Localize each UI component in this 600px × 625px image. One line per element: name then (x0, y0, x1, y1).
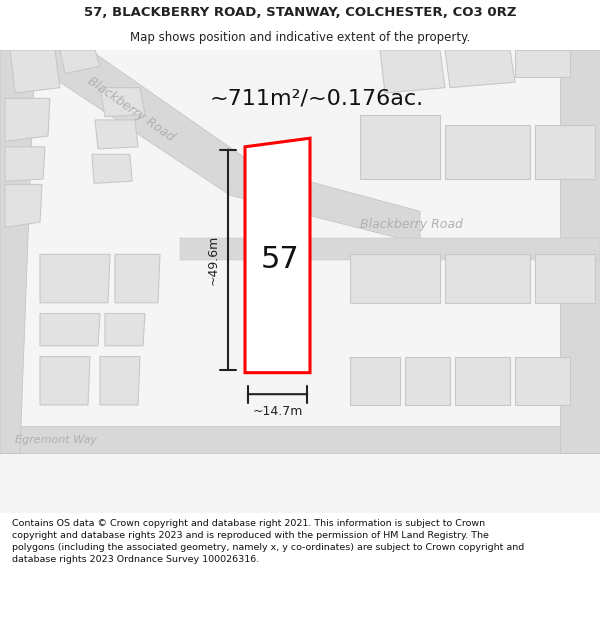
Polygon shape (405, 356, 450, 405)
Polygon shape (40, 314, 100, 346)
Polygon shape (535, 125, 595, 179)
Text: ~711m²/~0.176ac.: ~711m²/~0.176ac. (210, 88, 424, 108)
Text: Egremont Way: Egremont Way (15, 436, 97, 446)
Polygon shape (60, 50, 100, 74)
Polygon shape (100, 356, 140, 405)
Polygon shape (40, 356, 90, 405)
Polygon shape (445, 125, 530, 179)
Polygon shape (0, 50, 420, 244)
Text: Blackberry Road: Blackberry Road (360, 217, 463, 231)
Polygon shape (180, 238, 600, 260)
Polygon shape (515, 356, 570, 405)
Polygon shape (5, 184, 42, 228)
Polygon shape (100, 88, 145, 117)
Polygon shape (445, 50, 515, 88)
Polygon shape (515, 50, 570, 77)
Polygon shape (10, 50, 60, 93)
Text: Map shows position and indicative extent of the property.: Map shows position and indicative extent… (130, 31, 470, 44)
Polygon shape (0, 50, 35, 453)
Text: ~49.6m: ~49.6m (207, 234, 220, 285)
Text: Contains OS data © Crown copyright and database right 2021. This information is : Contains OS data © Crown copyright and d… (12, 519, 524, 564)
Text: ~14.7m: ~14.7m (253, 405, 302, 418)
Polygon shape (350, 254, 440, 302)
Polygon shape (5, 98, 50, 141)
Polygon shape (0, 426, 600, 453)
Polygon shape (560, 50, 600, 453)
Polygon shape (455, 356, 510, 405)
Polygon shape (445, 254, 530, 302)
Polygon shape (5, 147, 45, 181)
Polygon shape (95, 120, 138, 149)
Polygon shape (115, 254, 160, 302)
Polygon shape (535, 254, 595, 302)
Polygon shape (40, 254, 110, 302)
Text: 57: 57 (260, 245, 299, 274)
Text: Blackberry Road: Blackberry Road (85, 74, 177, 144)
Polygon shape (350, 356, 400, 405)
Text: 57, BLACKBERRY ROAD, STANWAY, COLCHESTER, CO3 0RZ: 57, BLACKBERRY ROAD, STANWAY, COLCHESTER… (84, 6, 516, 19)
Polygon shape (105, 314, 145, 346)
Polygon shape (92, 154, 132, 183)
Polygon shape (245, 138, 310, 372)
Polygon shape (360, 114, 440, 179)
Polygon shape (380, 50, 445, 93)
